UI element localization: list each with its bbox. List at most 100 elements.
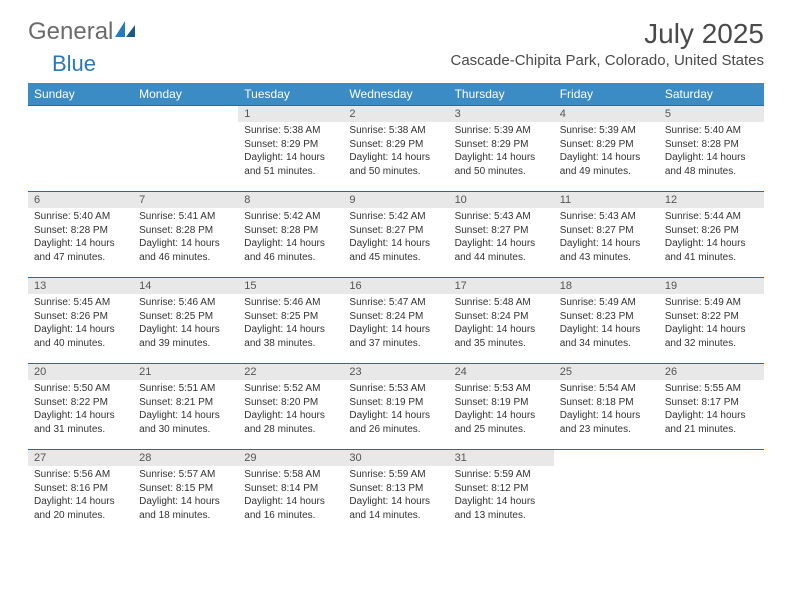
daylight-line2: and 47 minutes. [34,251,127,265]
daylight-line2: and 45 minutes. [349,251,442,265]
sunrise-line: Sunrise: 5:42 AM [244,210,337,224]
sunset-line: Sunset: 8:29 PM [349,138,442,152]
daylight-line1: Daylight: 14 hours [139,409,232,423]
day-content: Sunrise: 5:38 AMSunset: 8:29 PMDaylight:… [238,122,343,182]
day-content: Sunrise: 5:38 AMSunset: 8:29 PMDaylight:… [343,122,448,182]
calendar-cell: 3Sunrise: 5:39 AMSunset: 8:29 PMDaylight… [449,106,554,192]
daylight-line2: and 38 minutes. [244,337,337,351]
sunrise-line: Sunrise: 5:53 AM [455,382,548,396]
calendar-cell [133,106,238,192]
sunset-line: Sunset: 8:27 PM [455,224,548,238]
day-number: 28 [133,450,238,466]
day-content: Sunrise: 5:47 AMSunset: 8:24 PMDaylight:… [343,294,448,354]
sunrise-line: Sunrise: 5:53 AM [349,382,442,396]
daylight-line2: and 30 minutes. [139,423,232,437]
calendar-cell: 21Sunrise: 5:51 AMSunset: 8:21 PMDayligh… [133,364,238,450]
daylight-line2: and 28 minutes. [244,423,337,437]
sunrise-line: Sunrise: 5:42 AM [349,210,442,224]
day-number: 10 [449,192,554,208]
daylight-line1: Daylight: 14 hours [665,409,758,423]
daylight-line2: and 13 minutes. [455,509,548,523]
calendar-row: 20Sunrise: 5:50 AMSunset: 8:22 PMDayligh… [28,364,764,450]
day-number: 24 [449,364,554,380]
daylight-line2: and 25 minutes. [455,423,548,437]
sunset-line: Sunset: 8:24 PM [349,310,442,324]
sunrise-line: Sunrise: 5:43 AM [455,210,548,224]
calendar-cell: 9Sunrise: 5:42 AMSunset: 8:27 PMDaylight… [343,192,448,278]
daylight-line1: Daylight: 14 hours [34,237,127,251]
daylight-line1: Daylight: 14 hours [455,237,548,251]
brand-part1: General [28,18,113,46]
sunrise-line: Sunrise: 5:39 AM [455,124,548,138]
sunrise-line: Sunrise: 5:40 AM [665,124,758,138]
sunrise-line: Sunrise: 5:38 AM [244,124,337,138]
sunset-line: Sunset: 8:15 PM [139,482,232,496]
sunrise-line: Sunrise: 5:55 AM [665,382,758,396]
day-number: 9 [343,192,448,208]
calendar-cell: 27Sunrise: 5:56 AMSunset: 8:16 PMDayligh… [28,450,133,536]
day-content: Sunrise: 5:39 AMSunset: 8:29 PMDaylight:… [554,122,659,182]
calendar-table: SundayMondayTuesdayWednesdayThursdayFrid… [28,83,764,536]
day-number: 3 [449,106,554,122]
day-number: 29 [238,450,343,466]
calendar-cell: 4Sunrise: 5:39 AMSunset: 8:29 PMDaylight… [554,106,659,192]
day-content: Sunrise: 5:45 AMSunset: 8:26 PMDaylight:… [28,294,133,354]
sunset-line: Sunset: 8:22 PM [665,310,758,324]
daylight-line2: and 21 minutes. [665,423,758,437]
daylight-line2: and 50 minutes. [455,165,548,179]
daylight-line2: and 16 minutes. [244,509,337,523]
day-content: Sunrise: 5:46 AMSunset: 8:25 PMDaylight:… [238,294,343,354]
daylight-line2: and 23 minutes. [560,423,653,437]
day-content: Sunrise: 5:59 AMSunset: 8:13 PMDaylight:… [343,466,448,526]
day-header: Saturday [659,83,764,106]
location-label: Cascade-Chipita Park, Colorado, United S… [451,52,765,69]
sunrise-line: Sunrise: 5:44 AM [665,210,758,224]
sunset-line: Sunset: 8:13 PM [349,482,442,496]
sunset-line: Sunset: 8:25 PM [139,310,232,324]
sunset-line: Sunset: 8:26 PM [665,224,758,238]
day-content: Sunrise: 5:40 AMSunset: 8:28 PMDaylight:… [659,122,764,182]
sunset-line: Sunset: 8:22 PM [34,396,127,410]
logo-sail-icon [115,18,137,46]
daylight-line1: Daylight: 14 hours [665,323,758,337]
sunrise-line: Sunrise: 5:39 AM [560,124,653,138]
sunrise-line: Sunrise: 5:46 AM [244,296,337,310]
daylight-line2: and 41 minutes. [665,251,758,265]
daylight-line2: and 44 minutes. [455,251,548,265]
day-content: Sunrise: 5:59 AMSunset: 8:12 PMDaylight:… [449,466,554,526]
sunset-line: Sunset: 8:25 PM [244,310,337,324]
calendar-cell: 16Sunrise: 5:47 AMSunset: 8:24 PMDayligh… [343,278,448,364]
day-content: Sunrise: 5:55 AMSunset: 8:17 PMDaylight:… [659,380,764,440]
sunrise-line: Sunrise: 5:38 AM [349,124,442,138]
calendar-row: 1Sunrise: 5:38 AMSunset: 8:29 PMDaylight… [28,106,764,192]
daylight-line2: and 40 minutes. [34,337,127,351]
daylight-line2: and 39 minutes. [139,337,232,351]
day-number: 26 [659,364,764,380]
day-content: Sunrise: 5:50 AMSunset: 8:22 PMDaylight:… [28,380,133,440]
day-content: Sunrise: 5:48 AMSunset: 8:24 PMDaylight:… [449,294,554,354]
day-content: Sunrise: 5:49 AMSunset: 8:22 PMDaylight:… [659,294,764,354]
day-number: 31 [449,450,554,466]
day-number: 2 [343,106,448,122]
calendar-cell: 22Sunrise: 5:52 AMSunset: 8:20 PMDayligh… [238,364,343,450]
calendar-cell: 18Sunrise: 5:49 AMSunset: 8:23 PMDayligh… [554,278,659,364]
daylight-line1: Daylight: 14 hours [455,151,548,165]
daylight-line1: Daylight: 14 hours [34,409,127,423]
calendar-row: 27Sunrise: 5:56 AMSunset: 8:16 PMDayligh… [28,450,764,536]
daylight-line2: and 50 minutes. [349,165,442,179]
daylight-line1: Daylight: 14 hours [244,495,337,509]
daylight-line1: Daylight: 14 hours [34,495,127,509]
calendar-cell: 6Sunrise: 5:40 AMSunset: 8:28 PMDaylight… [28,192,133,278]
calendar-cell: 1Sunrise: 5:38 AMSunset: 8:29 PMDaylight… [238,106,343,192]
sunrise-line: Sunrise: 5:45 AM [34,296,127,310]
day-content: Sunrise: 5:43 AMSunset: 8:27 PMDaylight:… [449,208,554,268]
day-number: 12 [659,192,764,208]
sunrise-line: Sunrise: 5:49 AM [665,296,758,310]
daylight-line2: and 46 minutes. [139,251,232,265]
sunset-line: Sunset: 8:27 PM [349,224,442,238]
calendar-cell: 23Sunrise: 5:53 AMSunset: 8:19 PMDayligh… [343,364,448,450]
day-content: Sunrise: 5:57 AMSunset: 8:15 PMDaylight:… [133,466,238,526]
day-content: Sunrise: 5:43 AMSunset: 8:27 PMDaylight:… [554,208,659,268]
sunrise-line: Sunrise: 5:59 AM [349,468,442,482]
sunrise-line: Sunrise: 5:40 AM [34,210,127,224]
